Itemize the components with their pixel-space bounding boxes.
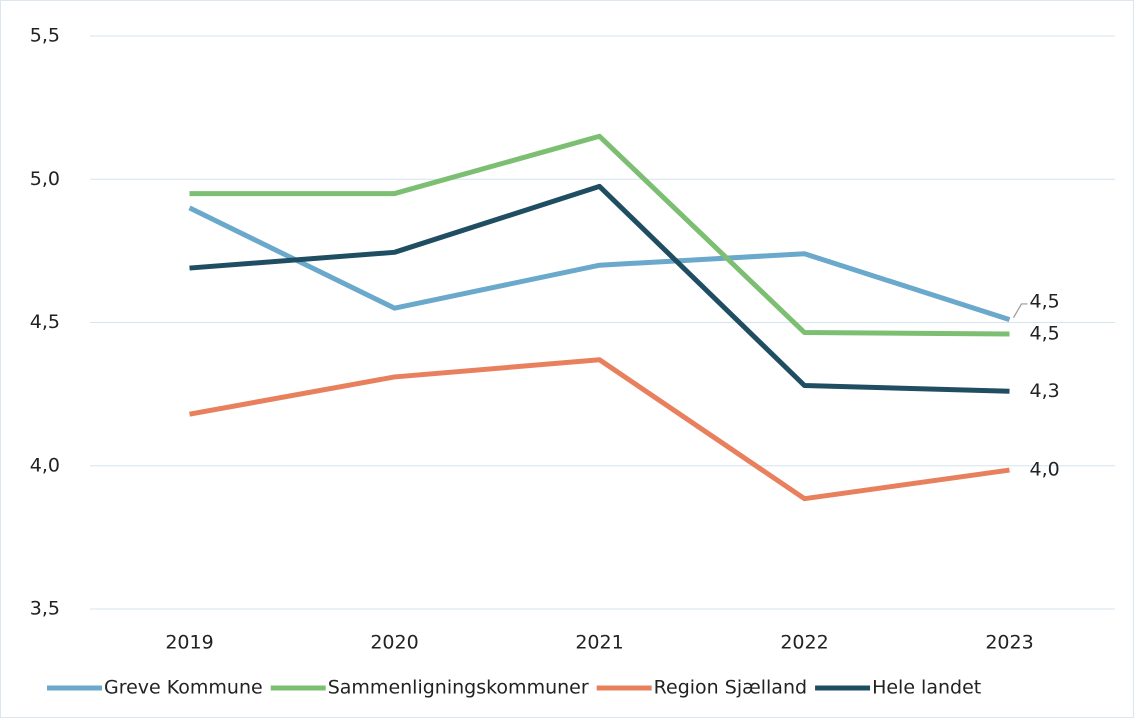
data-label: 4,3 xyxy=(1030,380,1060,402)
legend-label: Greve Kommune xyxy=(104,677,263,699)
x-tick-label: 2022 xyxy=(780,632,828,654)
data-label: 4,0 xyxy=(1030,459,1060,481)
y-tick-label: 4,5 xyxy=(30,311,60,333)
series-line xyxy=(189,357,1010,502)
series-line xyxy=(188,205,1011,323)
x-tick-label: 2021 xyxy=(575,632,623,654)
y-tick-label: 5,5 xyxy=(30,25,60,47)
legend-label: Region Sjælland xyxy=(654,677,807,699)
x-tick-label: 2020 xyxy=(370,632,418,654)
y-tick-label: 5,0 xyxy=(30,168,60,190)
leader-line xyxy=(1012,303,1028,318)
x-tick-label: 2019 xyxy=(165,632,213,654)
data-label: 4,5 xyxy=(1030,290,1060,312)
y-tick-label: 3,5 xyxy=(30,598,60,620)
legend-label: Sammenligningskommuner xyxy=(328,677,589,699)
y-tick-label: 4,0 xyxy=(30,454,60,476)
series-line xyxy=(189,133,1010,337)
series-line xyxy=(189,183,1010,394)
x-tick-label: 2023 xyxy=(985,632,1033,654)
data-label: 4,5 xyxy=(1030,322,1060,344)
legend-label: Hele landet xyxy=(872,677,981,699)
